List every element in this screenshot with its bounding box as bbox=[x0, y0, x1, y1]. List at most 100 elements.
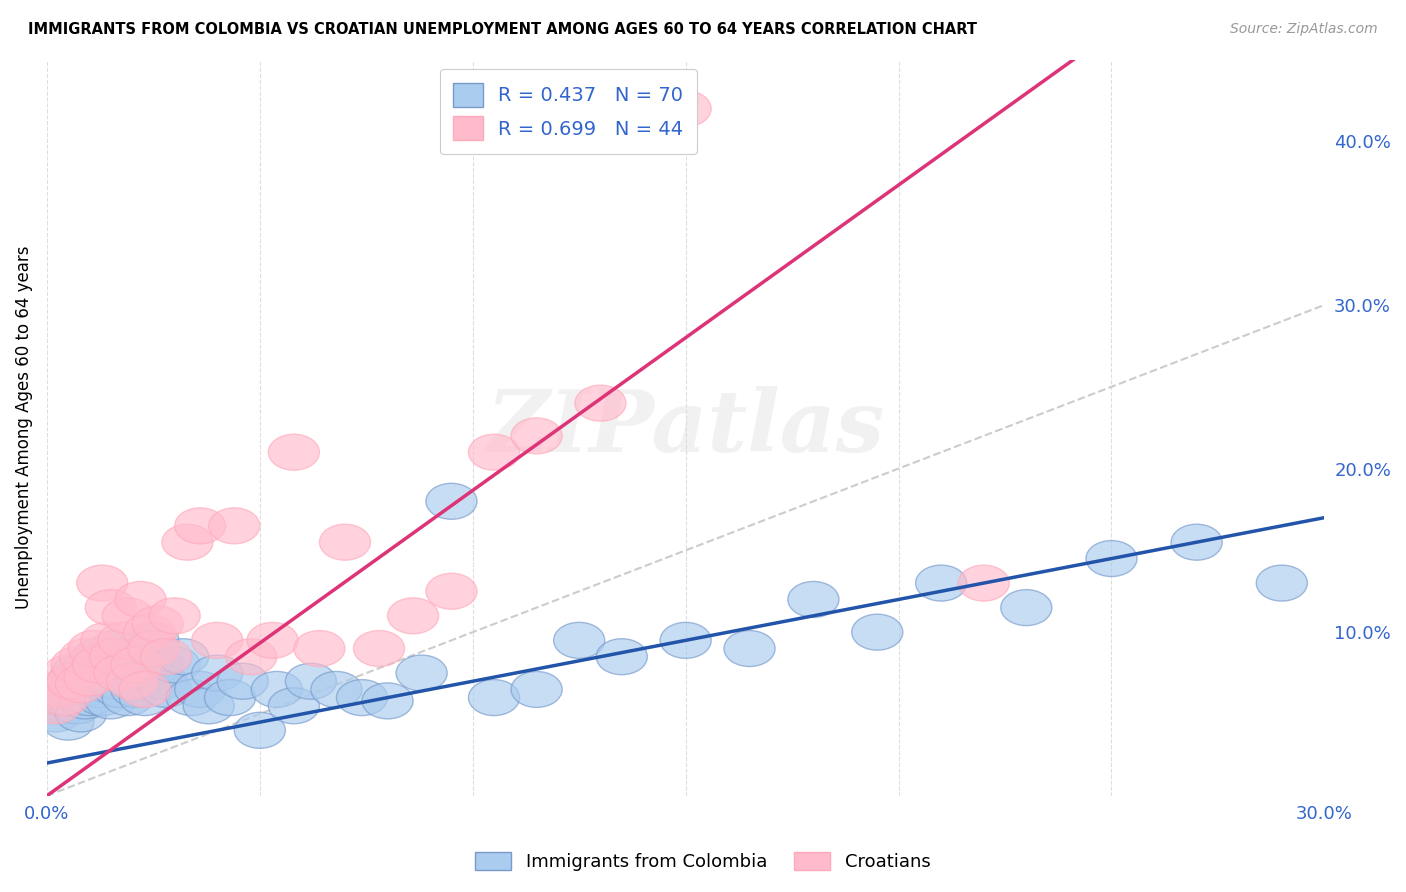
Ellipse shape bbox=[42, 655, 94, 691]
Ellipse shape bbox=[51, 647, 103, 683]
Ellipse shape bbox=[90, 639, 141, 674]
Ellipse shape bbox=[67, 664, 120, 699]
Ellipse shape bbox=[124, 655, 174, 691]
Ellipse shape bbox=[285, 664, 336, 699]
Ellipse shape bbox=[111, 647, 162, 683]
Ellipse shape bbox=[98, 623, 149, 658]
Ellipse shape bbox=[136, 664, 187, 699]
Ellipse shape bbox=[51, 655, 103, 691]
Ellipse shape bbox=[103, 598, 153, 634]
Ellipse shape bbox=[42, 704, 94, 740]
Ellipse shape bbox=[426, 483, 477, 519]
Ellipse shape bbox=[149, 647, 200, 683]
Ellipse shape bbox=[1171, 524, 1222, 560]
Ellipse shape bbox=[247, 623, 298, 658]
Text: IMMIGRANTS FROM COLOMBIA VS CROATIAN UNEMPLOYMENT AMONG AGES 60 TO 64 YEARS CORR: IMMIGRANTS FROM COLOMBIA VS CROATIAN UNE… bbox=[28, 22, 977, 37]
Ellipse shape bbox=[957, 566, 1010, 601]
Ellipse shape bbox=[46, 680, 98, 715]
Ellipse shape bbox=[174, 672, 226, 707]
Ellipse shape bbox=[42, 672, 94, 707]
Ellipse shape bbox=[132, 647, 183, 683]
Ellipse shape bbox=[217, 664, 269, 699]
Ellipse shape bbox=[226, 639, 277, 674]
Ellipse shape bbox=[468, 434, 520, 470]
Ellipse shape bbox=[269, 688, 319, 723]
Ellipse shape bbox=[208, 508, 260, 544]
Ellipse shape bbox=[90, 664, 141, 699]
Ellipse shape bbox=[51, 688, 103, 723]
Ellipse shape bbox=[86, 647, 136, 683]
Ellipse shape bbox=[204, 680, 256, 715]
Ellipse shape bbox=[63, 660, 115, 696]
Ellipse shape bbox=[852, 615, 903, 650]
Ellipse shape bbox=[426, 574, 477, 609]
Ellipse shape bbox=[59, 660, 111, 696]
Ellipse shape bbox=[596, 639, 647, 674]
Y-axis label: Unemployment Among Ages 60 to 64 years: Unemployment Among Ages 60 to 64 years bbox=[15, 246, 32, 609]
Ellipse shape bbox=[98, 655, 149, 691]
Ellipse shape bbox=[336, 680, 388, 715]
Ellipse shape bbox=[73, 647, 124, 683]
Ellipse shape bbox=[115, 631, 166, 666]
Ellipse shape bbox=[120, 672, 170, 707]
Ellipse shape bbox=[149, 598, 200, 634]
Ellipse shape bbox=[67, 655, 120, 691]
Ellipse shape bbox=[132, 606, 183, 642]
Ellipse shape bbox=[128, 623, 179, 658]
Ellipse shape bbox=[575, 385, 626, 421]
Ellipse shape bbox=[67, 631, 120, 666]
Ellipse shape bbox=[162, 524, 212, 560]
Ellipse shape bbox=[98, 639, 149, 674]
Ellipse shape bbox=[361, 683, 413, 719]
Ellipse shape bbox=[115, 582, 166, 617]
Ellipse shape bbox=[59, 683, 111, 719]
Ellipse shape bbox=[252, 672, 302, 707]
Ellipse shape bbox=[77, 680, 128, 715]
Ellipse shape bbox=[82, 666, 132, 703]
Ellipse shape bbox=[107, 664, 157, 699]
Ellipse shape bbox=[46, 664, 98, 699]
Ellipse shape bbox=[77, 650, 128, 686]
Ellipse shape bbox=[174, 508, 226, 544]
Ellipse shape bbox=[90, 631, 141, 666]
Ellipse shape bbox=[659, 623, 711, 658]
Ellipse shape bbox=[103, 680, 153, 715]
Ellipse shape bbox=[510, 417, 562, 454]
Text: Source: ZipAtlas.com: Source: ZipAtlas.com bbox=[1230, 22, 1378, 37]
Ellipse shape bbox=[1001, 590, 1052, 625]
Ellipse shape bbox=[63, 680, 115, 715]
Ellipse shape bbox=[157, 639, 208, 674]
Ellipse shape bbox=[120, 680, 170, 715]
Ellipse shape bbox=[73, 672, 124, 707]
Ellipse shape bbox=[34, 672, 86, 707]
Ellipse shape bbox=[166, 680, 217, 715]
Ellipse shape bbox=[111, 672, 162, 707]
Ellipse shape bbox=[183, 688, 235, 723]
Ellipse shape bbox=[55, 666, 107, 703]
Ellipse shape bbox=[107, 664, 157, 699]
Ellipse shape bbox=[353, 631, 405, 666]
Ellipse shape bbox=[659, 91, 711, 127]
Ellipse shape bbox=[46, 664, 98, 699]
Ellipse shape bbox=[191, 623, 243, 658]
Ellipse shape bbox=[388, 598, 439, 634]
Ellipse shape bbox=[141, 639, 191, 674]
Ellipse shape bbox=[787, 582, 839, 617]
Ellipse shape bbox=[30, 696, 82, 732]
Ellipse shape bbox=[1085, 541, 1137, 576]
Ellipse shape bbox=[294, 631, 344, 666]
Ellipse shape bbox=[311, 672, 361, 707]
Text: ZIPatlas: ZIPatlas bbox=[486, 386, 884, 469]
Ellipse shape bbox=[94, 672, 145, 707]
Ellipse shape bbox=[191, 655, 243, 691]
Legend: Immigrants from Colombia, Croatians: Immigrants from Colombia, Croatians bbox=[468, 845, 938, 879]
Ellipse shape bbox=[468, 680, 520, 715]
Ellipse shape bbox=[86, 683, 136, 719]
Ellipse shape bbox=[77, 566, 128, 601]
Ellipse shape bbox=[724, 631, 775, 666]
Ellipse shape bbox=[94, 655, 145, 691]
Ellipse shape bbox=[141, 672, 191, 707]
Ellipse shape bbox=[59, 639, 111, 674]
Ellipse shape bbox=[34, 680, 86, 715]
Ellipse shape bbox=[30, 688, 82, 723]
